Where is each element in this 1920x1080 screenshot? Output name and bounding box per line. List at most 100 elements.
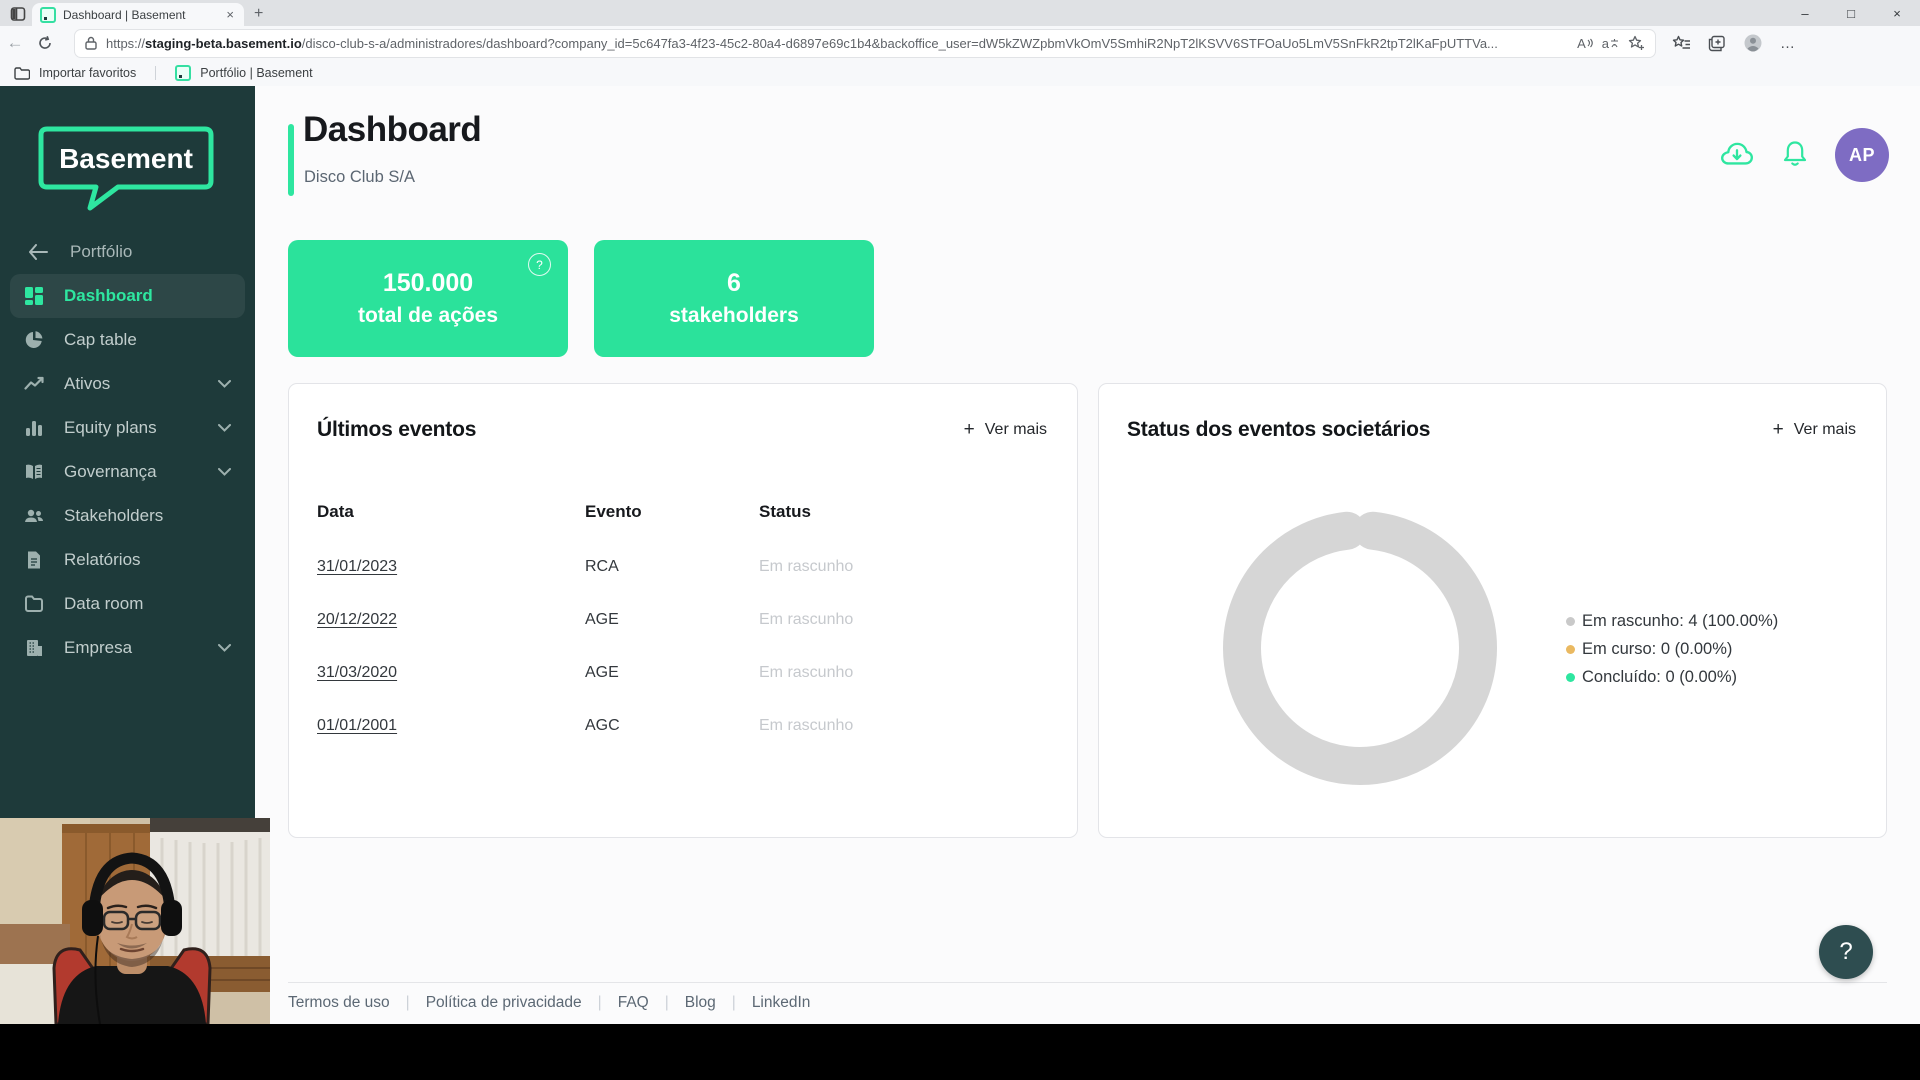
legend-label: Concluído: 0 (0.00%) [1582, 668, 1738, 686]
panels: Últimos eventos + Ver mais Data Evento S… [288, 383, 1887, 838]
avatar[interactable]: AP [1835, 128, 1889, 182]
reports-document-icon [28, 551, 40, 569]
close-window-button[interactable]: × [1893, 5, 1901, 21]
add-favorite-icon[interactable] [1628, 35, 1645, 51]
window-controls: – □ × [1782, 0, 1920, 26]
event-date-link[interactable]: 20/12/2022 [317, 610, 398, 628]
chevron-down-icon [218, 644, 231, 652]
sidebar-item-label: Data room [64, 594, 144, 613]
minimize-button[interactable]: – [1801, 5, 1809, 21]
tab-title: Dashboard | Basement [63, 7, 186, 22]
footer-link-termos[interactable]: Termos de uso [288, 994, 390, 1011]
back-icon[interactable]: ← [6, 33, 24, 52]
panel-title: Últimos eventos [317, 418, 477, 441]
table-row: 20/12/2022 AGE Em rascunho [317, 593, 1049, 646]
lock-icon [85, 36, 97, 50]
event-type: AGC [585, 716, 620, 734]
plus-icon: + [963, 419, 975, 440]
sidebar-item-empresa[interactable]: Empresa [10, 626, 245, 670]
footer-link-faq[interactable]: FAQ [617, 994, 649, 1011]
webcam-overlay [0, 818, 270, 1024]
events-ver-mais-button[interactable]: + Ver mais [964, 419, 1047, 441]
help-button[interactable]: ? [1819, 925, 1873, 979]
translate-icon[interactable]: a [1602, 36, 1619, 51]
sidebar-back-portfolio[interactable]: Portfólio [28, 242, 132, 262]
sidebar-item-dashboard[interactable]: Dashboard [10, 274, 245, 318]
donut-ring [1223, 511, 1497, 785]
sidebar-item-cap-table[interactable]: Cap table [10, 318, 245, 362]
panel-title: Status dos eventos societários [1127, 418, 1431, 441]
table-row: 01/01/2001 AGC Em rascunho [317, 699, 1049, 752]
sidebar-item-label: Cap table [64, 330, 137, 349]
footer-separator: | [731, 994, 736, 1011]
cloud-download-icon[interactable] [1719, 139, 1755, 171]
maximize-button[interactable]: □ [1847, 5, 1855, 21]
stakeholders-people-icon [25, 509, 43, 522]
refresh-icon[interactable] [30, 35, 60, 51]
sidebar-item-equity-plans[interactable]: Equity plans [10, 406, 245, 450]
url-text: https://staging-beta.basement.io/disco-c… [106, 36, 1568, 51]
footer-separator: | [405, 994, 410, 1011]
browser-tab-strip: Dashboard | Basement × + – □ × [0, 0, 1920, 26]
events-table-header: Data Evento Status [317, 492, 1049, 532]
governance-book-icon [26, 464, 42, 479]
read-aloud-icon[interactable]: A [1577, 36, 1593, 51]
sidebar-item-stakeholders[interactable]: Stakeholders [10, 494, 245, 538]
new-tab-button[interactable]: + [254, 5, 264, 22]
profile-icon[interactable] [1743, 33, 1763, 53]
address-bar[interactable]: https://staging-beta.basement.io/disco-c… [74, 28, 1656, 58]
sidebar-item-data-room[interactable]: Data room [10, 582, 245, 626]
event-date-link[interactable]: 01/01/2001 [317, 716, 398, 734]
sidebar-item-label: Governança [64, 462, 157, 481]
stakeholders-card: 6 stakeholders [594, 240, 874, 357]
sidebar-item-ativos[interactable]: Ativos [10, 362, 245, 406]
events-status-panel: Status dos eventos societários + Ver mai… [1098, 383, 1887, 838]
footer-link-linkedin[interactable]: LinkedIn [751, 994, 811, 1011]
sidebar-item-label: Empresa [64, 638, 133, 657]
sidebar-item-label: Ativos [64, 374, 111, 393]
table-row: 31/01/2023 RCA Em rascunho [317, 540, 1049, 593]
sidebar-item-governanca[interactable]: Governança [10, 450, 245, 494]
event-status: Em rascunho [759, 663, 854, 681]
legend-dot [1566, 673, 1575, 682]
legend-item: Em rascunho: 4 (100.00%) [1566, 612, 1778, 631]
sidebar-item-label: Stakeholders [64, 506, 164, 525]
chevron-down-icon [218, 424, 231, 432]
back-arrow-icon [29, 244, 48, 260]
bookmark-favicon [175, 65, 192, 81]
sidebar-item-label: Dashboard [64, 286, 153, 305]
back-label: Portfólio [70, 242, 133, 261]
bookmark-import[interactable]: Importar favoritos [39, 66, 137, 80]
stat-value: 6 [727, 269, 741, 297]
last-events-panel: Últimos eventos + Ver mais Data Evento S… [288, 383, 1078, 838]
help-badge-icon[interactable]: ? [528, 253, 551, 276]
title-accent-bar [288, 124, 294, 196]
tab-close-icon[interactable]: × [226, 7, 234, 22]
event-status: Em rascunho [759, 610, 854, 628]
event-date-link[interactable]: 31/01/2023 [317, 557, 398, 575]
tab-workspaces-icon[interactable] [10, 6, 26, 22]
letterbox-bar [0, 1024, 1920, 1080]
status-donut-chart [1220, 508, 1500, 788]
notifications-bell-icon[interactable] [1780, 139, 1810, 171]
footer-link-privacidade[interactable]: Política de privacidade [425, 994, 582, 1011]
favorites-icon[interactable] [1672, 35, 1691, 52]
bookmark-portfolio[interactable]: Portfólio | Basement [200, 66, 313, 80]
basement-logo: Basement [38, 126, 214, 212]
footer-links: Termos de uso | Política de privacidade | … [288, 994, 810, 1012]
browser-tab[interactable]: Dashboard | Basement × [32, 3, 244, 26]
event-status: Em rascunho [759, 557, 854, 575]
browser-toolbar: ← https://staging-beta.basement.io/disco… [0, 26, 1920, 60]
footer-link-blog[interactable]: Blog [684, 994, 716, 1011]
legend-dot [1566, 617, 1575, 626]
settings-menu-icon[interactable]: … [1780, 34, 1796, 52]
events-table: Data Evento Status 31/01/2023 RCA Em ras… [317, 492, 1049, 752]
sidebar-item-relatorios[interactable]: Relatórios [10, 538, 245, 582]
status-ver-mais-button[interactable]: + Ver mais [1773, 419, 1856, 441]
event-date-link[interactable]: 31/03/2020 [317, 663, 398, 681]
collections-icon[interactable] [1708, 35, 1726, 52]
ver-mais-label: Ver mais [984, 421, 1047, 438]
event-type: AGE [585, 663, 619, 681]
legend-label: Em rascunho: 4 (100.00%) [1582, 612, 1779, 630]
